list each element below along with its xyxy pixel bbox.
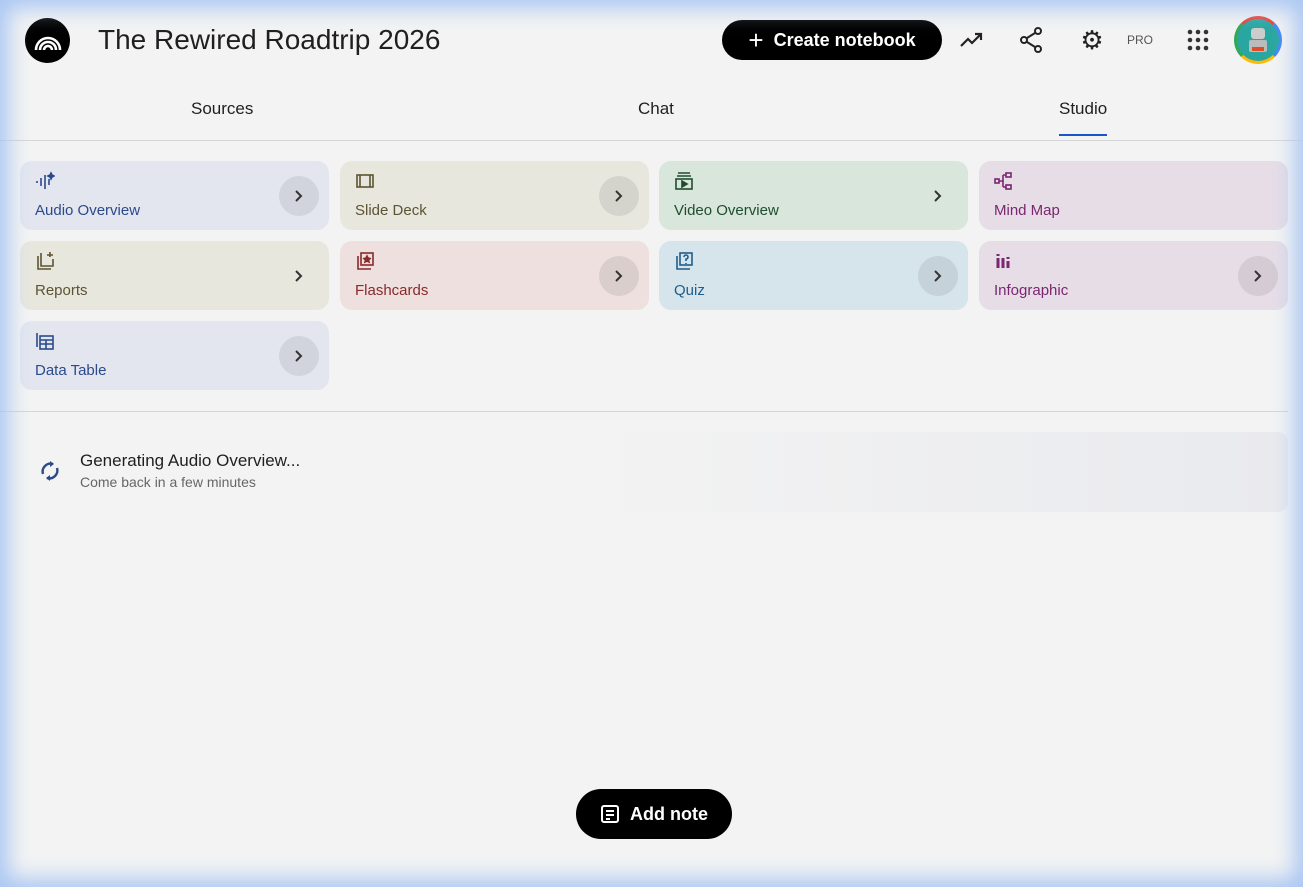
divider [0, 411, 1288, 412]
studio-card-label: Slide Deck [355, 202, 427, 219]
studio-card-label: Mind Map [994, 202, 1060, 219]
generating-title: Generating Audio Overview... [80, 451, 301, 470]
slides-icon [356, 174, 374, 188]
chevron-right-icon[interactable] [918, 256, 958, 296]
studio-card-flashcards[interactable]: Flashcards [340, 241, 649, 310]
settings-gear-icon[interactable]: ⚙ [1080, 24, 1104, 55]
studio-card-slide-deck[interactable]: Slide Deck [340, 161, 649, 230]
tab-chat[interactable]: Chat [638, 99, 674, 118]
studio-card-audio-overview[interactable]: Audio Overview [20, 161, 329, 230]
studio-card-reports[interactable]: Reports [20, 241, 329, 310]
studio-card-data-table[interactable]: Data Table [20, 321, 329, 390]
studio-card-label: Audio Overview [35, 202, 141, 219]
generating-subtitle: Come back in a few minutes [80, 474, 256, 490]
studio-card-label: Flashcards [355, 282, 429, 299]
plus-icon: + [748, 24, 764, 55]
chevron-right-icon[interactable] [599, 256, 639, 296]
generating-audio-overview-item: Generating Audio Overview... Come back i… [20, 432, 1288, 512]
chevron-right-icon[interactable] [279, 256, 319, 296]
chevron-right-icon[interactable] [279, 336, 319, 376]
sync-loading-icon [38, 459, 62, 488]
video-icon [675, 172, 693, 190]
tab-studio[interactable]: Studio [1059, 99, 1108, 136]
studio-card-label: Data Table [35, 362, 107, 379]
studio-card-label: Reports [35, 282, 88, 299]
mind-map-icon [994, 172, 1012, 190]
infographic-icon [996, 254, 1010, 268]
report-icon [37, 252, 54, 270]
audio-waveform-icon [36, 171, 55, 189]
apps-grid-icon[interactable] [1184, 26, 1212, 54]
pro-badge: PRO [1127, 33, 1154, 47]
analytics-trend-icon[interactable] [958, 26, 986, 54]
studio-card-label: Video Overview [674, 202, 779, 219]
quiz-icon [676, 252, 693, 270]
studio-card-label: Infographic [994, 282, 1069, 299]
add-note-button[interactable]: Add note [576, 789, 732, 839]
studio-card-mind-map[interactable]: Mind Map [979, 161, 1288, 230]
studio-card-label: Quiz [674, 282, 705, 299]
note-icon [601, 805, 619, 823]
tab-sources[interactable]: Sources [191, 99, 254, 118]
studio-card-video-overview[interactable]: Video Overview [659, 161, 968, 230]
notebook-title[interactable]: The Rewired Roadtrip 2026 [98, 24, 441, 55]
chevron-right-icon[interactable] [599, 176, 639, 216]
create-notebook-button[interactable]: + Create notebook [722, 20, 942, 60]
studio-card-quiz[interactable]: Quiz [659, 241, 968, 310]
chevron-right-icon[interactable] [918, 176, 958, 216]
table-icon [36, 333, 54, 350]
panel-tabs: Sources Chat Studio [0, 88, 1303, 141]
user-avatar[interactable] [1234, 16, 1282, 64]
header: The Rewired Roadtrip 2026 + Create notebo… [0, 0, 1303, 80]
studio-card-infographic[interactable]: Infographic [979, 241, 1288, 310]
notebooklm-logo[interactable] [25, 18, 70, 63]
chevron-right-icon[interactable] [1238, 256, 1278, 296]
share-icon[interactable] [1017, 26, 1045, 54]
flashcards-icon [357, 252, 374, 270]
chevron-right-icon[interactable] [279, 176, 319, 216]
